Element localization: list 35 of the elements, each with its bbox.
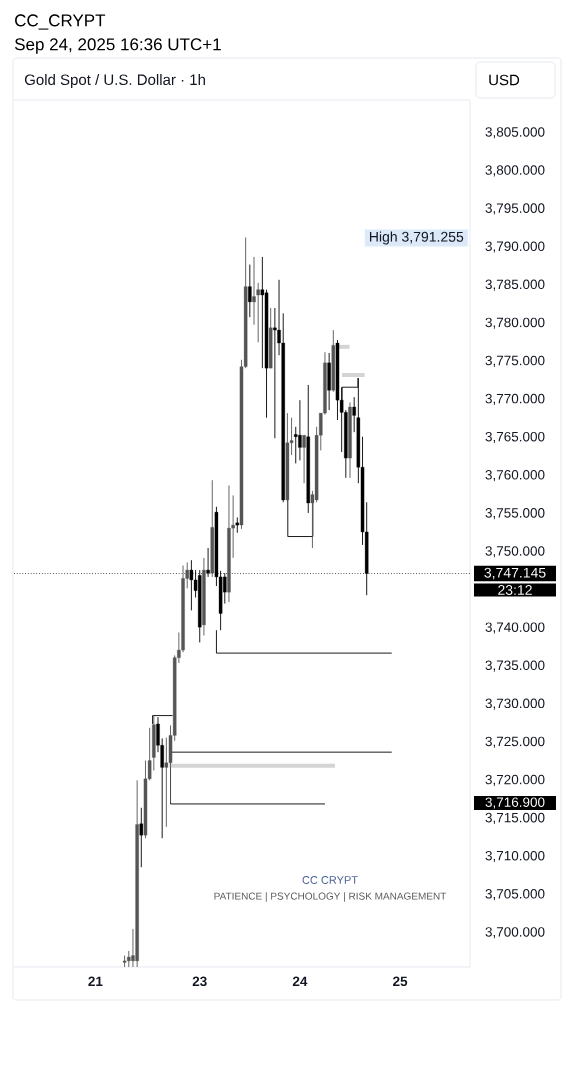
y-tick-label: 3,795.000 <box>485 203 545 215</box>
y-tick-label: 3,805.000 <box>485 127 545 139</box>
x-tick-label: 21 <box>88 976 103 986</box>
annotation: CC CRYPT <box>302 876 358 884</box>
y-tick-label: 3,740.000 <box>485 622 545 634</box>
x-tick-label: 24 <box>292 976 308 986</box>
y-tick-label: 3,720.000 <box>485 774 545 786</box>
y-tick-label: 3,770.000 <box>485 393 545 405</box>
y-tick-label: 3,775.000 <box>485 355 545 367</box>
y-tick-label: 3,700.000 <box>485 927 545 939</box>
text: 23:12 <box>498 585 532 595</box>
x-tick-label: 25 <box>393 976 408 987</box>
y-tick-label: 3,735.000 <box>485 660 545 672</box>
y-tick-label: 3,785.000 <box>485 279 545 291</box>
annotation: PATIENCE | PSYCHOLOGY | RISK MANAGEMENT <box>214 892 447 902</box>
text: 3,716.900 <box>485 797 545 809</box>
y-tick-label: 3,715.000 <box>485 812 545 825</box>
y-tick-label: 3,705.000 <box>485 889 545 901</box>
text: Sep 24, 2025 16:36 UTC+1 <box>14 38 221 54</box>
text: CC_CRYPT <box>15 14 106 30</box>
y-tick-label: 3,710.000 <box>485 850 545 863</box>
y-tick-label: 3,780.000 <box>485 317 545 329</box>
annotation: High 3,791.255 <box>369 231 464 245</box>
y-tick-label: 3,790.000 <box>485 241 545 253</box>
y-tick-label: 3,765.000 <box>485 431 545 444</box>
text: USD <box>489 74 520 86</box>
y-tick-label: 3,755.000 <box>485 508 545 520</box>
y-tick-label: 3,760.000 <box>485 470 545 482</box>
y-tick-label: 3,750.000 <box>485 546 545 558</box>
ref-line-label: 3,747.145 <box>484 567 546 580</box>
x-tick-label: 23 <box>192 976 207 987</box>
chart-title: Gold Spot / U.S. Dollar · 1h <box>24 74 205 88</box>
y-tick-label: 3,730.000 <box>485 698 545 710</box>
y-tick-label: 3,800.000 <box>485 165 545 177</box>
y-tick-label: 3,725.000 <box>485 736 545 748</box>
